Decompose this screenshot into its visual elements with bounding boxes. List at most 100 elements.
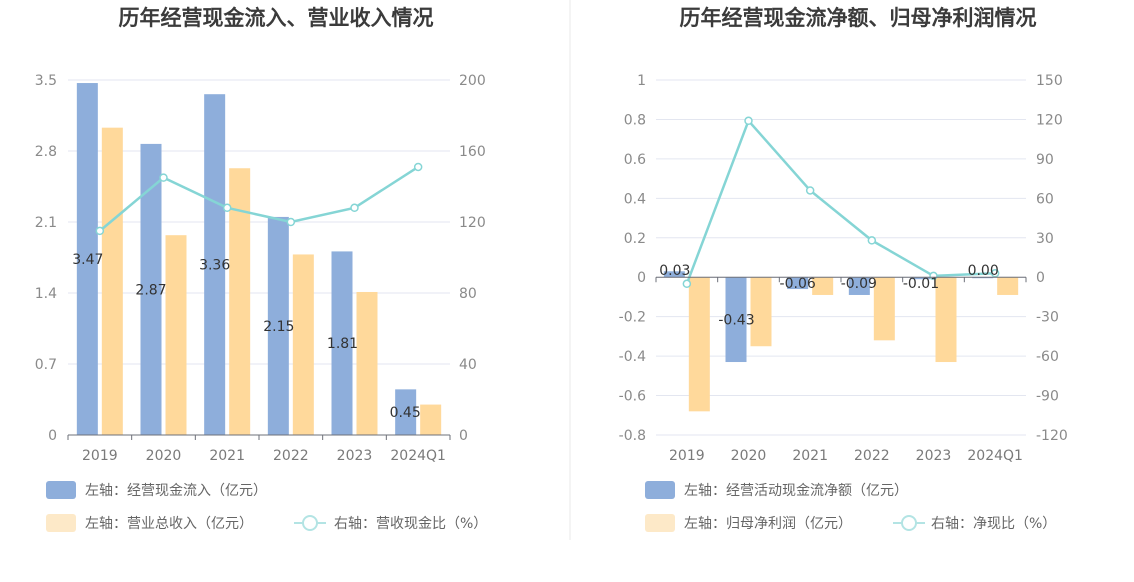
right-axis-tick-label: 120	[1036, 112, 1063, 128]
bar-secondary[interactable]	[420, 404, 442, 435]
left-axis-tick-label: -0.8	[619, 428, 646, 444]
bar-value-label: 0.00	[968, 263, 999, 279]
bar-secondary[interactable]	[750, 277, 772, 347]
line-series	[682, 116, 1000, 289]
bar-primary[interactable]	[267, 216, 289, 435]
bar-value-label: 3.47	[72, 252, 103, 268]
left-axis-tick-label: 2.8	[35, 144, 57, 160]
ratio-point[interactable]	[867, 236, 877, 245]
right-axis-tick-label: 120	[459, 215, 486, 231]
bar-primary[interactable]	[76, 83, 98, 436]
legend-swatch-ratio-marker[interactable]	[302, 515, 318, 531]
legend-swatch-net-cashflow[interactable]	[645, 481, 675, 499]
bar-secondary[interactable]	[812, 277, 834, 295]
x-axis-tick-label: 2021	[792, 448, 828, 464]
left-axis-tick-label: 0.7	[35, 357, 57, 373]
x-axis-tick-label: 2019	[82, 448, 118, 464]
x-axis-tick-label: 2024Q1	[967, 448, 1023, 464]
legend-label-netcash-ratio[interactable]: 右轴：净现比（%）	[931, 516, 1056, 532]
left-axis-tick-label: 2.1	[35, 215, 57, 231]
x-axis-tick-label: 2021	[209, 448, 245, 464]
chart-title: 历年经营现金流净额、归母净利润情况	[680, 6, 1037, 30]
legend-swatch-revenue[interactable]	[46, 514, 76, 532]
left-axis-tick-label: 3.5	[35, 73, 57, 89]
right-axis-tick-label: 30	[1036, 231, 1054, 247]
bar-primary[interactable]	[725, 277, 747, 363]
bar-secondary[interactable]	[292, 254, 314, 435]
left-axis-tick-label: 1.4	[35, 286, 57, 302]
bar-secondary[interactable]	[873, 277, 895, 341]
legend-label-inflow[interactable]: 左轴：经营现金流入（亿元）	[85, 483, 267, 499]
right-axis-tick-label: 0	[1036, 270, 1045, 286]
bar-secondary[interactable]	[356, 291, 378, 435]
x-axis-tick-label: 2023	[337, 448, 373, 464]
bar-value-label: 0.03	[659, 263, 690, 279]
left-axis-ticks: 0 0.7 1.4 2.1 2.8 3.5	[35, 73, 57, 444]
ratio-point[interactable]	[350, 203, 359, 213]
bar-secondary[interactable]	[101, 127, 123, 436]
right-axis-tick-label: 150	[1036, 73, 1063, 89]
x-axis-tick-label: 2020	[731, 448, 767, 464]
bar-secondary[interactable]	[935, 277, 957, 363]
ratio-point[interactable]	[805, 186, 815, 195]
bar-value-label: -0.43	[718, 313, 754, 329]
x-axis: 2019 2020 2021 2022 2023 2024Q1	[67, 434, 451, 464]
legend-swatch-inflow[interactable]	[46, 481, 76, 499]
x-axis-tick-label: 2020	[146, 448, 182, 464]
left-axis-tick-label: -0.6	[619, 389, 646, 405]
ratio-point[interactable]	[744, 116, 753, 126]
line-series	[95, 162, 423, 236]
bar-secondary[interactable]	[165, 235, 187, 435]
bar-secondary[interactable]	[229, 168, 251, 435]
ratio-point[interactable]	[413, 162, 423, 172]
ratio-line	[99, 165, 419, 232]
bar-primary[interactable]	[204, 94, 226, 435]
ratio-point[interactable]	[682, 279, 692, 289]
legend-label-ratio[interactable]: 右轴：营收现金比（%）	[334, 516, 487, 532]
right-axis-tick-label: -120	[1036, 428, 1068, 444]
bar-primary[interactable]	[848, 277, 870, 295]
ratio-point[interactable]	[95, 226, 105, 236]
left-axis-tick-label: 0	[637, 270, 646, 286]
left-axis-tick-label: 1	[637, 73, 646, 89]
bar-primary[interactable]	[331, 251, 353, 435]
legend-swatch-net-profit[interactable]	[645, 514, 675, 532]
bar-primary[interactable]	[910, 277, 932, 280]
right-axis-ticks: 0 40 80 120 160 200	[459, 73, 486, 444]
legend-label-net-cashflow[interactable]: 左轴：经营活动现金流净额（亿元）	[684, 483, 908, 499]
bar-value-label: 3.36	[199, 258, 230, 274]
x-axis-tick-label: 2024Q1	[390, 448, 446, 464]
legend: 左轴：经营活动现金流净额（亿元） 左轴：归母净利润（亿元） 右轴：净现比（%）	[645, 481, 1056, 532]
legend: 左轴：经营现金流入（亿元） 左轴：营业总收入（亿元） 右轴：营收现金比（%）	[46, 481, 487, 532]
chart-panel-net-cashflow-profit: 历年经营现金流净额、归母净利润情况 -0.8 -0.6 -0.4 -0.2 0 0.2 0.…	[619, 6, 1068, 532]
right-axis-tick-label: 0	[459, 428, 468, 444]
right-axis-tick-label: -90	[1036, 389, 1059, 405]
ratio-point[interactable]	[222, 203, 232, 213]
bar-value-label: 2.87	[135, 282, 166, 298]
legend-swatch-netcash-ratio-marker[interactable]	[901, 515, 917, 531]
bar-value-label: -0.09	[841, 276, 877, 292]
bar-primary[interactable]	[787, 277, 809, 290]
data-labels: 0.03 -0.43 -0.06 -0.09 -0.01 0.00	[659, 263, 999, 328]
x-axis-tick-label: 2022	[273, 448, 309, 464]
legend-label-revenue[interactable]: 左轴：营业总收入（亿元）	[85, 516, 253, 532]
bar-primary[interactable]	[663, 271, 685, 278]
right-axis-tick-label: 200	[459, 73, 486, 89]
ratio-point[interactable]	[286, 217, 296, 227]
right-axis-tick-label: 80	[459, 286, 477, 302]
legend-label-net-profit[interactable]: 左轴：归母净利润（亿元）	[684, 515, 852, 532]
bar-secondary[interactable]	[997, 277, 1019, 295]
bar-value-label: 0.45	[390, 405, 421, 421]
bar-primary[interactable]	[395, 389, 417, 435]
left-axis-ticks: -0.8 -0.6 -0.4 -0.2 0 0.2 0.4 0.6 0.8 1	[619, 73, 646, 444]
left-axis-tick-label: 0.2	[624, 231, 646, 247]
left-axis-tick-label: 0	[48, 428, 57, 444]
x-axis-tick-label: 2023	[916, 448, 952, 464]
grid-lines	[68, 79, 450, 436]
ratio-point[interactable]	[159, 173, 168, 182]
left-axis-tick-label: 0.8	[624, 112, 646, 128]
bar-secondary[interactable]	[688, 277, 710, 412]
bar-primary[interactable]	[140, 143, 162, 435]
x-axis-tick-label: 2022	[854, 448, 890, 464]
